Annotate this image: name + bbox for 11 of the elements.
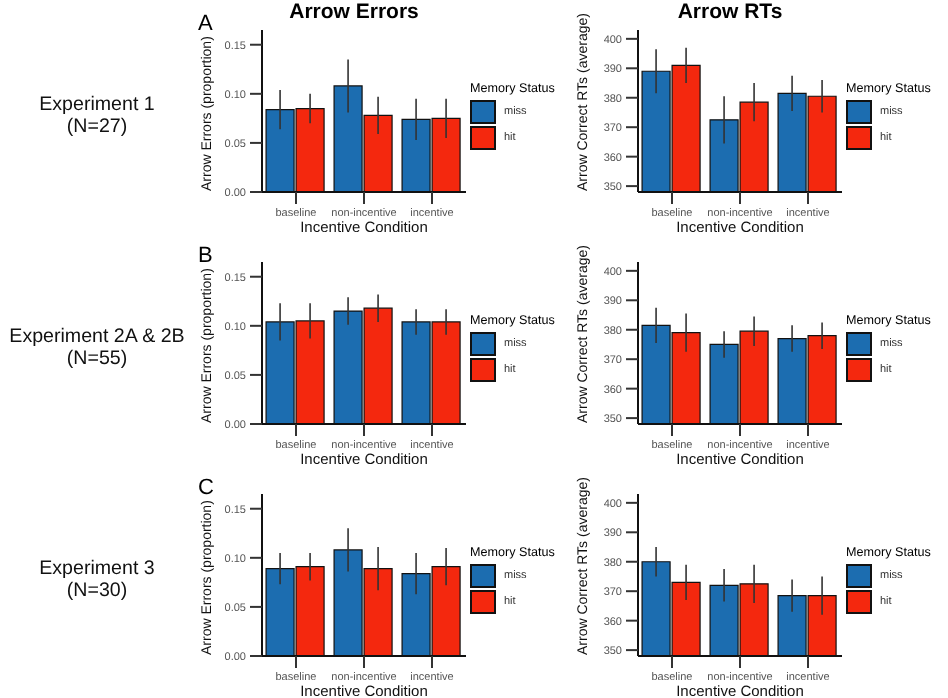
text: B: [198, 244, 213, 268]
chart-title: Arrow Errors: [287, 0, 421, 24]
text: C: [198, 476, 214, 500]
text: Experiment 1: [39, 94, 155, 116]
text: Experiment 3: [39, 558, 155, 580]
text: A: [198, 12, 213, 36]
text: Experiment 2A & 2B: [9, 326, 185, 348]
chart-title: Arrow RTs: [675, 0, 785, 24]
text: (N=30): [66, 580, 128, 602]
text: (N=27): [66, 116, 128, 138]
text: (N=55): [66, 348, 128, 370]
